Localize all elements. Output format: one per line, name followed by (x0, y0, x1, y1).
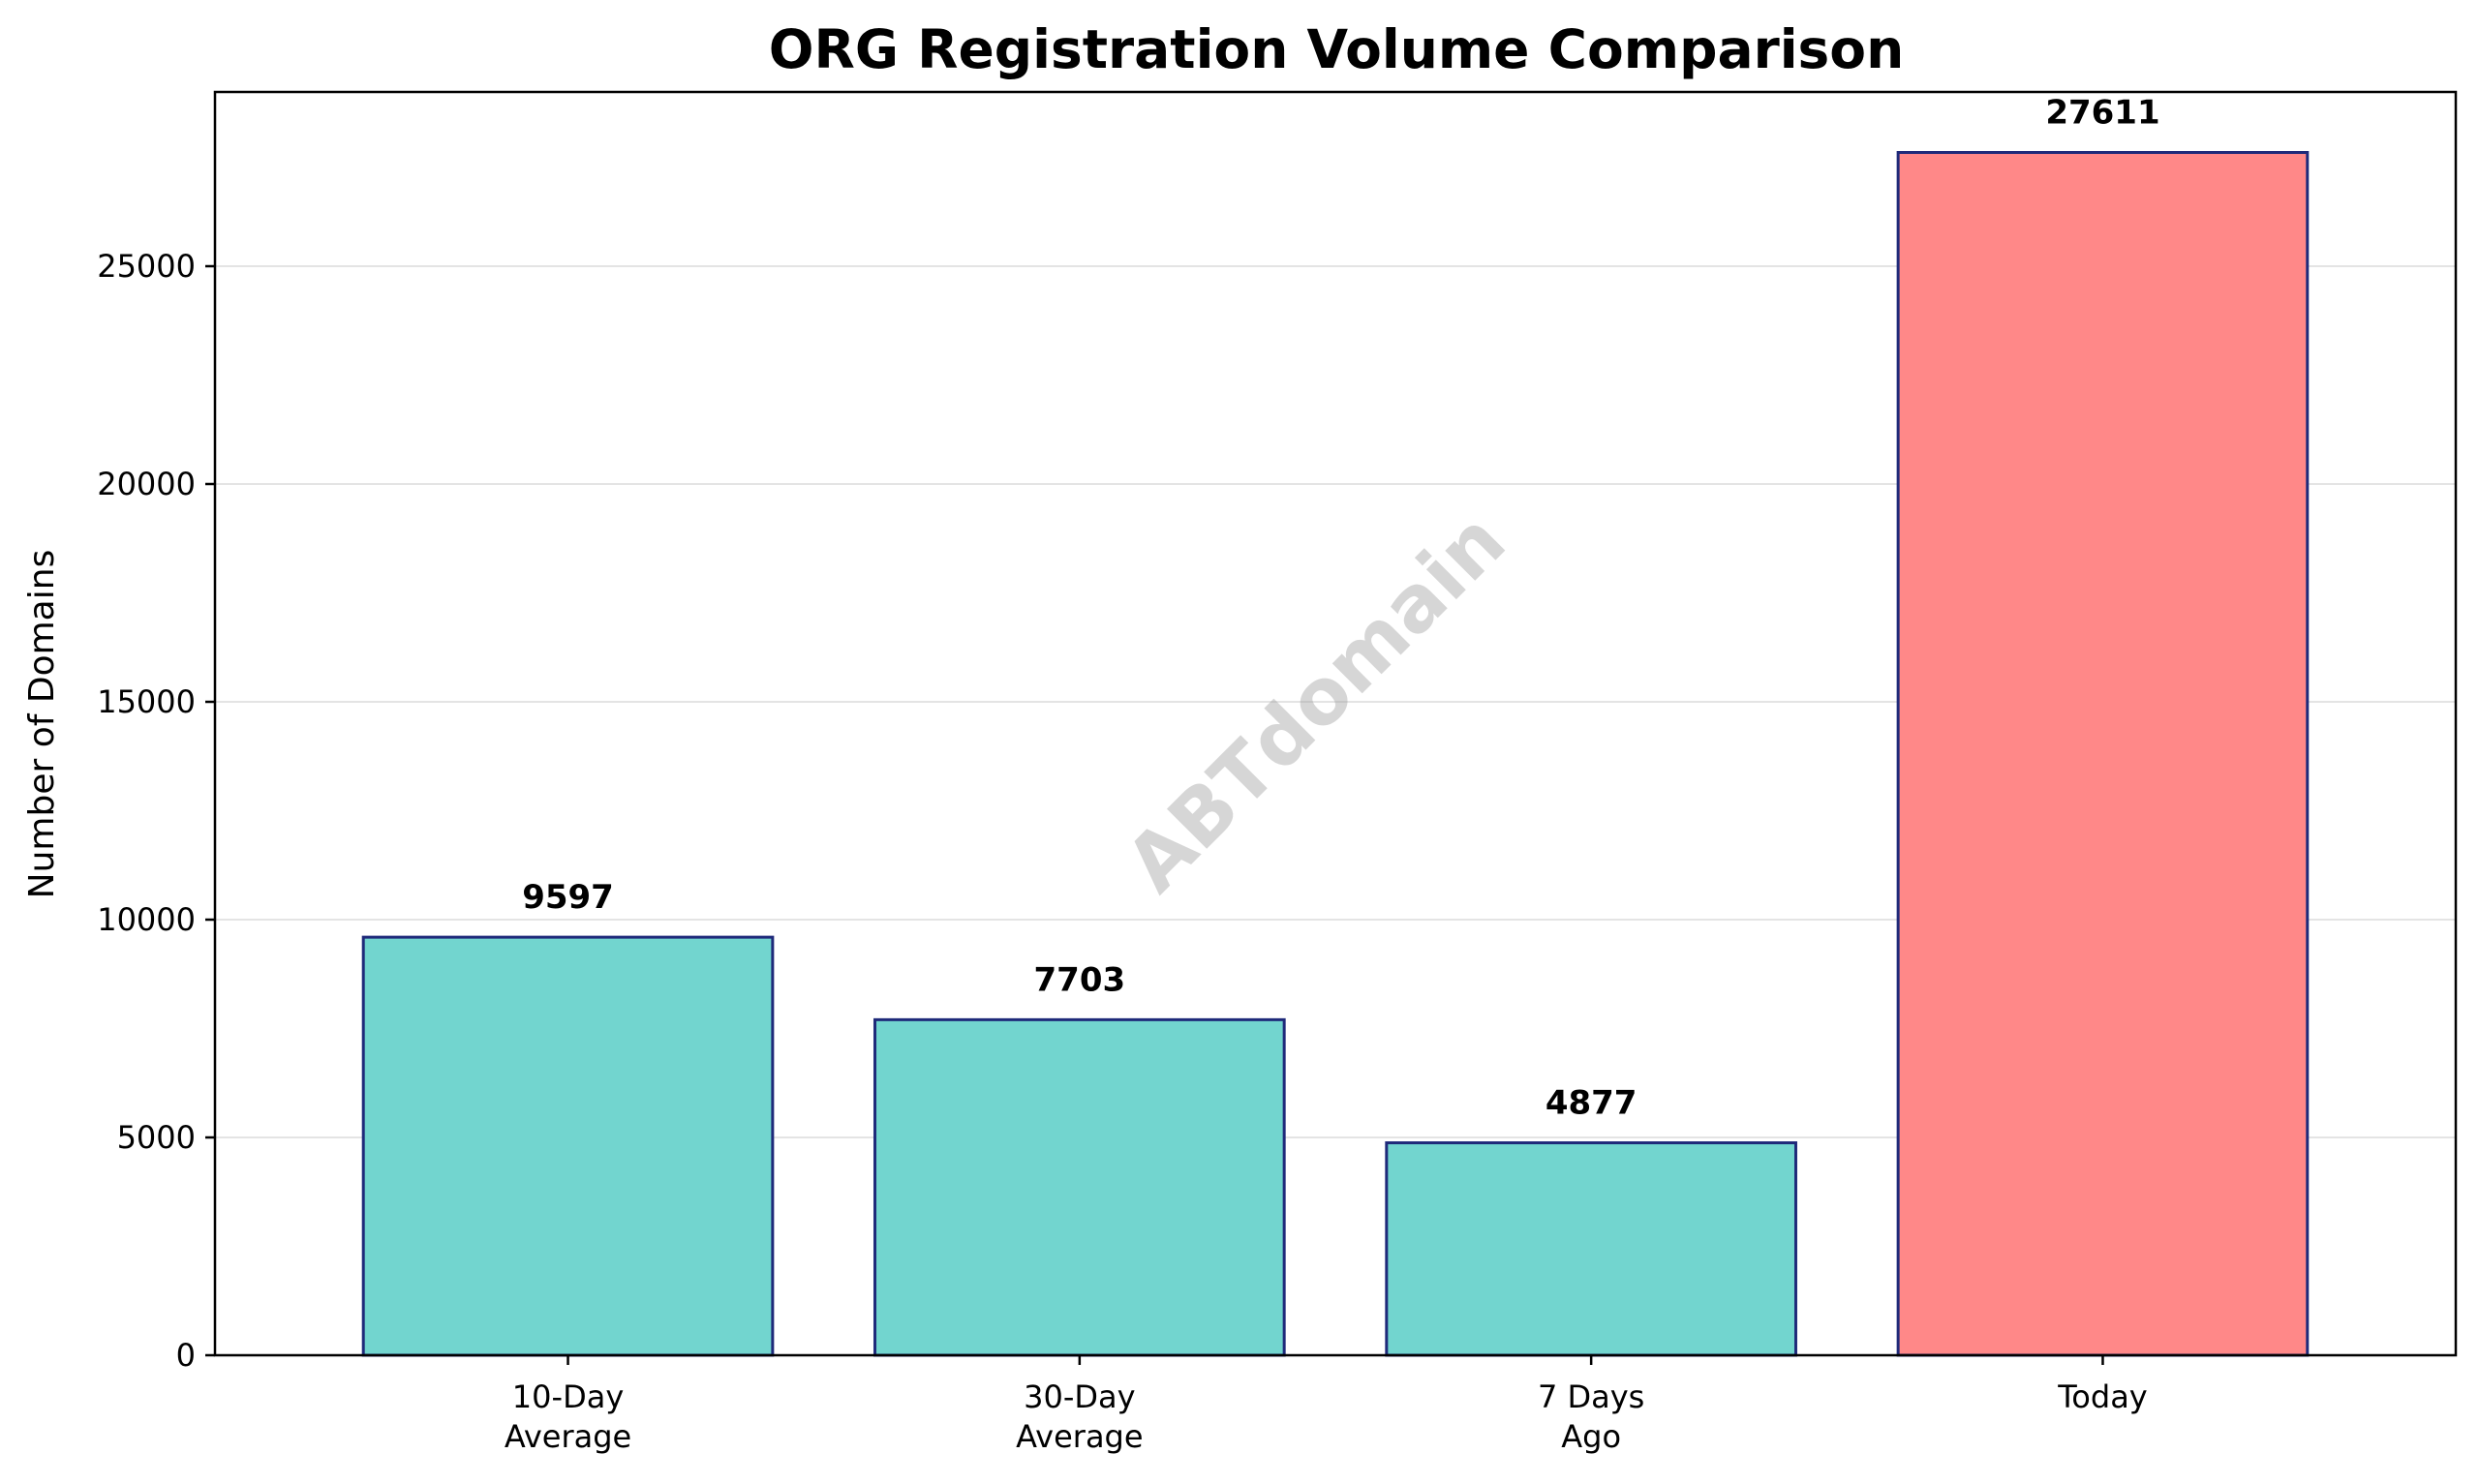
bar (873, 1017, 1286, 1357)
x-tick-label: 30-Day Average (1016, 1378, 1143, 1455)
bar-value-label: 4877 (1546, 1084, 1637, 1123)
bar-value-label: 7703 (1034, 960, 1126, 999)
y-tick-label: 5000 (117, 1119, 196, 1156)
x-tick-label: 10-Day Average (505, 1378, 631, 1455)
axes: 0 5000 10000 15000 20000 25000 10-Day Average 30… (97, 90, 2458, 1455)
y-tick-label: 10000 (97, 901, 196, 938)
plot-frame (213, 90, 2458, 1357)
y-tick-label: 25000 (97, 248, 196, 285)
bar-value-label: 27611 (2045, 94, 2159, 133)
data-labels: 9597 7703 4877 27611 (522, 94, 2159, 1123)
y-tick-label: 0 (176, 1337, 196, 1374)
bars (361, 151, 2310, 1357)
bar (361, 935, 775, 1357)
bar (1385, 1141, 1797, 1357)
bar (1896, 151, 2310, 1357)
x-tick-label: 7 Days Ago (1538, 1378, 1644, 1455)
chart-title: ORG Registration Volume Comparison (769, 18, 1904, 80)
bar-value-label: 9597 (522, 878, 614, 917)
x-tick-label: Today (2057, 1378, 2148, 1415)
y-axis-label: Number of Domains (22, 550, 62, 899)
y-tick-label: 20000 (97, 466, 196, 502)
y-tick-label: 15000 (97, 683, 196, 720)
